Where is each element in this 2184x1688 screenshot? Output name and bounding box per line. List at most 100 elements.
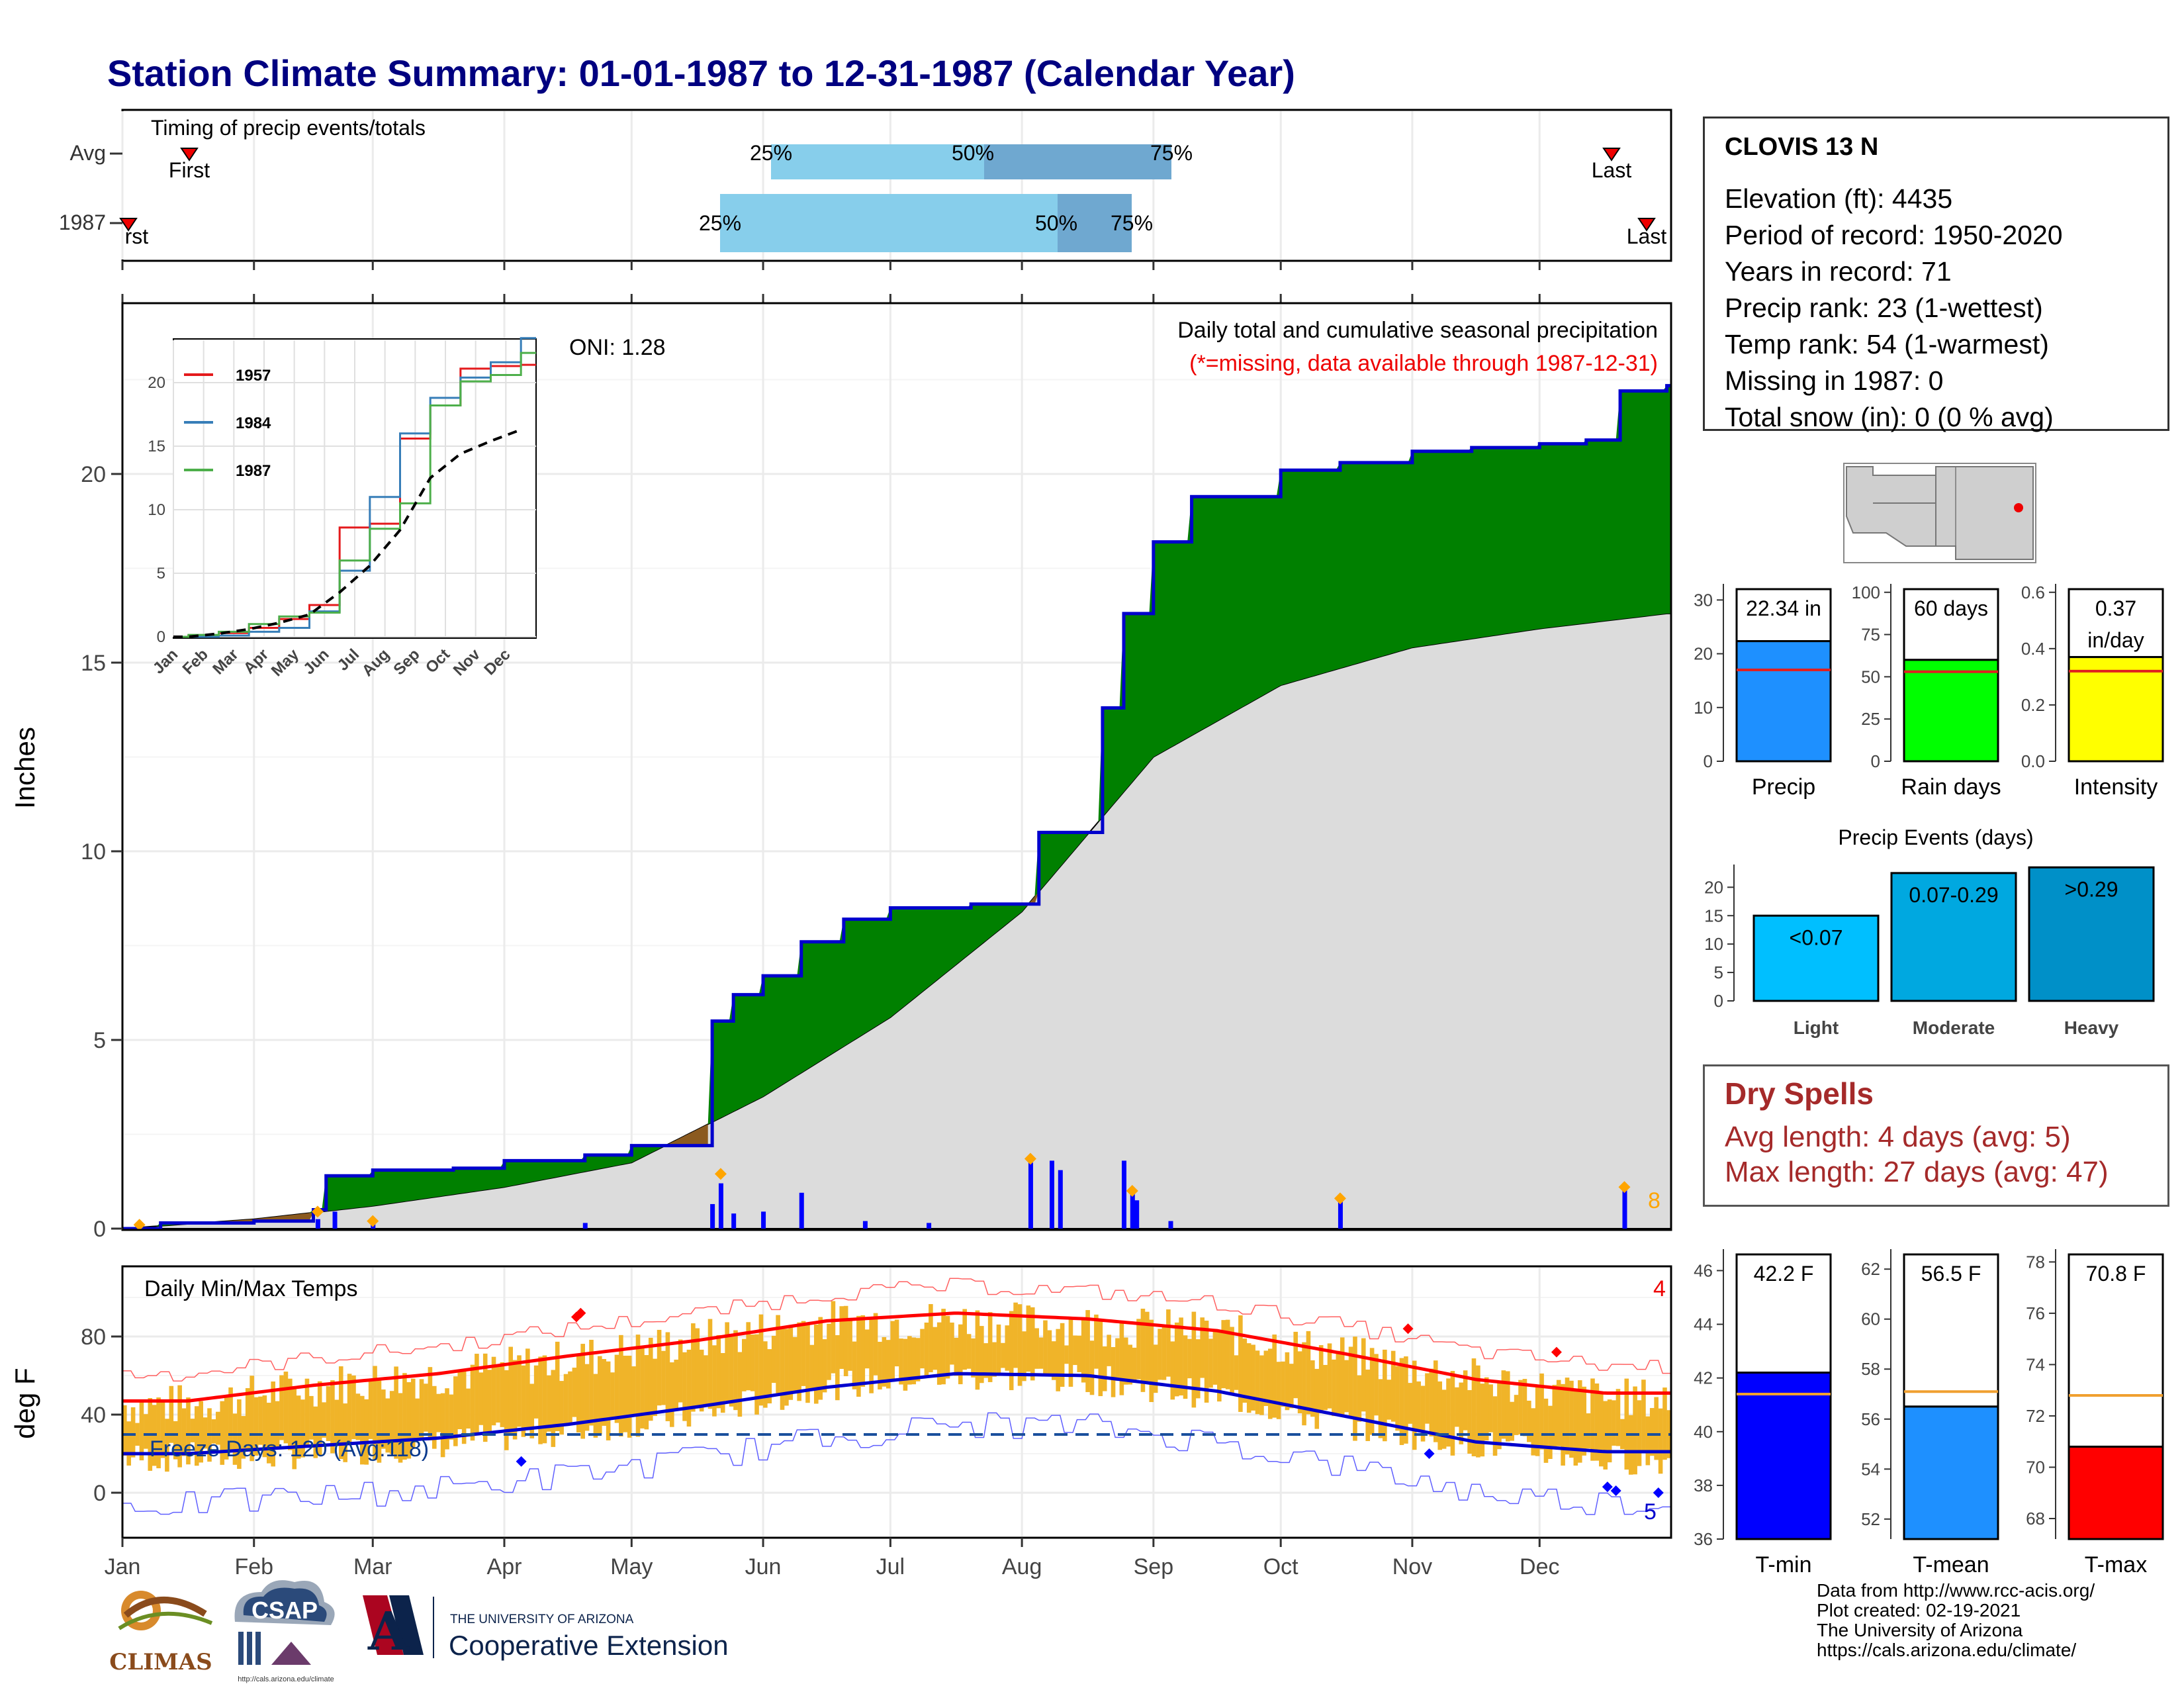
y-tick-label: 78 [2026,1252,2045,1272]
daily-temp-bar [750,1335,755,1391]
daily-temp-bar [253,1397,259,1456]
daily-temp-bar [920,1329,925,1369]
daily-temp-bar [1510,1401,1514,1441]
daily-temp-bar [1416,1381,1421,1432]
record-low-marker [1424,1448,1435,1459]
daily-temp-bar [262,1395,267,1458]
daily-temp-bar [1281,1361,1285,1407]
dry-spells-title: Dry Spells [1725,1076,1874,1111]
y-tick-label: 30 [1694,590,1713,610]
daily-temp-bar [1153,1344,1158,1393]
daily-temp-bar [695,1328,700,1409]
daily-temp-bar [241,1416,246,1459]
summary-chart-label: Precip [1752,774,1815,800]
station-info-box: CLOVIS 13 N Elevation (ft): 4435 Period … [1703,117,2169,432]
daily-temp-bar [1187,1338,1192,1379]
daily-temp-bar [1166,1309,1171,1377]
month-label: Nov [1392,1554,1432,1579]
daily-temp-bar [1641,1380,1646,1452]
daily-temp-bar [283,1372,289,1444]
daily-temp-bar [1450,1371,1455,1456]
cumulative-precip-line [122,384,1671,1231]
daily-temp-bar [1662,1387,1667,1460]
daily-temp-bar [631,1366,636,1416]
daily-temp-bar [670,1362,674,1427]
value-label-box [1735,588,1832,643]
daily-precip-bar [1028,1162,1033,1229]
inset-y-tick-label: 5 [157,565,165,583]
daily-temp-bar [275,1401,280,1447]
event-marker [1334,1192,1346,1205]
daily-temp-bar [504,1370,509,1450]
daily-temp-bar [1455,1387,1459,1427]
daily-temp-bar [1590,1378,1595,1461]
daily-temp-bar [763,1341,768,1408]
month-label: Jun [745,1554,782,1579]
daily-temp-bar [338,1366,343,1460]
daily-temp-bar [1518,1380,1523,1434]
daily-temp-bar [1344,1360,1349,1413]
record-low-marker [1653,1487,1664,1498]
daily-temp-bar [1123,1337,1128,1385]
daily-temp-bar [1514,1395,1519,1435]
daily-temp-bar [869,1317,874,1393]
daily-temp-bar [720,1352,725,1413]
page-title: Station Climate Summary: 01-01-1987 to 1… [107,52,1295,94]
daily-temp-bar [1612,1400,1616,1446]
daily-temp-bar [122,1405,127,1456]
daily-temp-bar [1302,1342,1306,1426]
daily-temp-bar [1615,1389,1621,1446]
daily-temp-bar [1497,1382,1502,1450]
summary-chart-label: T-max [2085,1552,2147,1577]
climas-logo-text: CLIMAS [109,1649,212,1675]
y-tick-label: 75 [1861,625,1880,645]
daily-precip-bar [1121,1160,1126,1229]
daily-precip-bar [799,1192,804,1229]
daily-temp-bar [1259,1355,1264,1415]
daily-temp-bar [1463,1370,1468,1430]
daily-temp-bar [1001,1342,1005,1368]
csap-logo: CSAP http://cals.arizona.edu/climate [234,1580,335,1683]
daily-temp-bar [598,1356,602,1434]
daily-temp-bar [364,1399,369,1465]
daily-temp-bar [954,1337,959,1376]
event-category-label: Light [1794,1017,1839,1038]
daily-temp-bar [907,1336,912,1385]
summary-bar [2068,656,2164,763]
avg-q75: 75% [1150,141,1193,165]
y-tick-label: 0 [1704,751,1713,771]
inset-series-avg [173,428,522,638]
avg-last-label: Last [1592,158,1632,182]
oni-label: ONI: 1.28 [569,335,666,360]
y-tick-label: 0.0 [2021,751,2045,771]
daily-temp-bar [1276,1362,1281,1419]
daily-temp-bar [860,1315,866,1387]
daily-temp-bar [784,1329,789,1406]
daily-temp-bar [623,1355,628,1432]
daily-temp-bar [576,1354,581,1432]
summary-bar [1903,1405,1999,1540]
daily-temp-bar [1161,1325,1167,1380]
daily-temp-bar [1073,1335,1077,1366]
daily-temp-bar [334,1399,340,1443]
daily-temp-bar [580,1344,585,1439]
station-location-marker [2014,503,2023,512]
daily-temp-bar [1467,1389,1472,1454]
value-label-box [2068,588,2164,659]
daily-temp-bar [1251,1344,1255,1411]
daily-temp-bar [1412,1360,1417,1450]
events-title: Precip Events (days) [1838,825,2033,849]
summary-bar [1735,640,1832,763]
daily-temp-bar [1195,1339,1201,1399]
daily-temp-bar [1119,1321,1124,1395]
daily-temp-bar [1017,1304,1023,1386]
daily-temp-bar [818,1317,823,1400]
daily-precip-bar [582,1223,588,1229]
daily-precip-bar [862,1221,868,1229]
daily-temp-bar [410,1378,416,1449]
daily-temp-bar [733,1330,738,1411]
daily-precip-bar [927,1223,932,1229]
daily-temp-bar [1433,1360,1438,1442]
daily-temp-bar [606,1361,611,1440]
